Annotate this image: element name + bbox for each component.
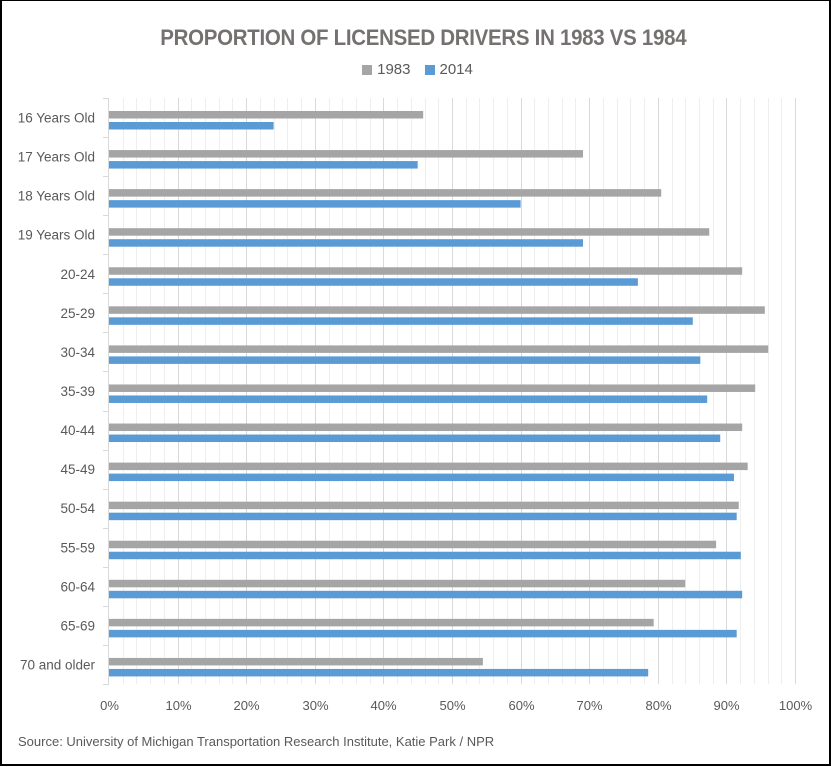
bar-1983-20-24	[109, 267, 743, 275]
category-label: 60-64	[60, 579, 95, 594]
category-label: 30-34	[60, 345, 95, 360]
category-label: 17 Years Old	[18, 150, 95, 165]
legend-label-2014: 2014	[439, 61, 473, 78]
category-label: 16 Years Old	[18, 111, 95, 126]
category-label: 25-29	[60, 306, 95, 321]
bar-1983-40-44	[109, 423, 743, 432]
x-tick-label: 70%	[576, 698, 602, 713]
bar-1983-35-39	[109, 384, 756, 392]
bar-2014-30-34	[109, 356, 701, 364]
bar-2014-40-44	[109, 434, 721, 443]
bar-1983-65-69	[109, 618, 654, 627]
bar-2014-70-and-older	[109, 668, 649, 677]
bar-1983-30-34	[109, 345, 769, 353]
bar-2014-65-69	[109, 629, 737, 638]
category-label: 50-54	[60, 501, 95, 516]
bar-1983-55-59	[109, 540, 717, 549]
x-tick-label: 90%	[713, 698, 739, 713]
bar-2014-25-29	[109, 317, 693, 325]
x-tick-label: 100%	[779, 698, 813, 713]
category-label: 35-39	[60, 384, 95, 399]
legend: 1983 2014	[2, 61, 831, 78]
bar-2014-35-39	[109, 395, 708, 403]
legend-item-1983: 1983	[362, 61, 411, 78]
category-label: 18 Years Old	[18, 189, 95, 204]
x-tick-label: 0%	[100, 698, 119, 713]
x-tick-label: 30%	[302, 698, 328, 713]
x-tick-label: 60%	[508, 698, 534, 713]
legend-swatch-2014	[424, 64, 435, 75]
bar-2014-50-54	[109, 512, 737, 521]
source-note: Source: University of Michigan Transport…	[18, 734, 495, 749]
bar-2014-55-59	[109, 551, 741, 560]
bar-1983-25-29	[109, 306, 765, 314]
bar-1983-70-and-older	[109, 657, 483, 666]
bar-2014-19-years-old	[109, 239, 584, 247]
legend-swatch-1983	[362, 64, 373, 75]
bar-1983-18-years-old	[109, 189, 662, 197]
bar-1983-50-54	[109, 501, 739, 510]
legend-item-2014: 2014	[424, 61, 473, 78]
bar-2014-17-years-old	[109, 161, 418, 169]
category-label: 65-69	[60, 618, 95, 633]
category-label: 45-49	[60, 462, 95, 477]
bar-2014-60-64	[109, 590, 743, 599]
category-label: 70 and older	[20, 657, 96, 672]
bar-2014-16-years-old	[109, 122, 274, 130]
category-label: 20-24	[60, 267, 95, 282]
x-tick-label: 10%	[165, 698, 191, 713]
x-tick-label: 50%	[439, 698, 465, 713]
bar-1983-17-years-old	[109, 150, 584, 158]
bar-2014-45-49	[109, 473, 734, 482]
x-tick-label: 40%	[370, 698, 396, 713]
legend-label-1983: 1983	[377, 61, 411, 78]
bar-2014-18-years-old	[109, 200, 521, 208]
bar-1983-19-years-old	[109, 228, 710, 236]
bar-1983-16-years-old	[109, 111, 424, 119]
category-label: 19 Years Old	[18, 228, 95, 243]
x-tick-label: 80%	[645, 698, 671, 713]
category-label: 40-44	[60, 423, 95, 438]
category-label: 55-59	[60, 540, 95, 555]
bar-1983-45-49	[109, 462, 748, 471]
x-tick-label: 20%	[233, 698, 259, 713]
bar-2014-20-24	[109, 278, 638, 286]
chart-title: PROPORTION OF LICENSED DRIVERS IN 1983 V…	[160, 25, 687, 50]
bar-1983-60-64	[109, 579, 686, 588]
